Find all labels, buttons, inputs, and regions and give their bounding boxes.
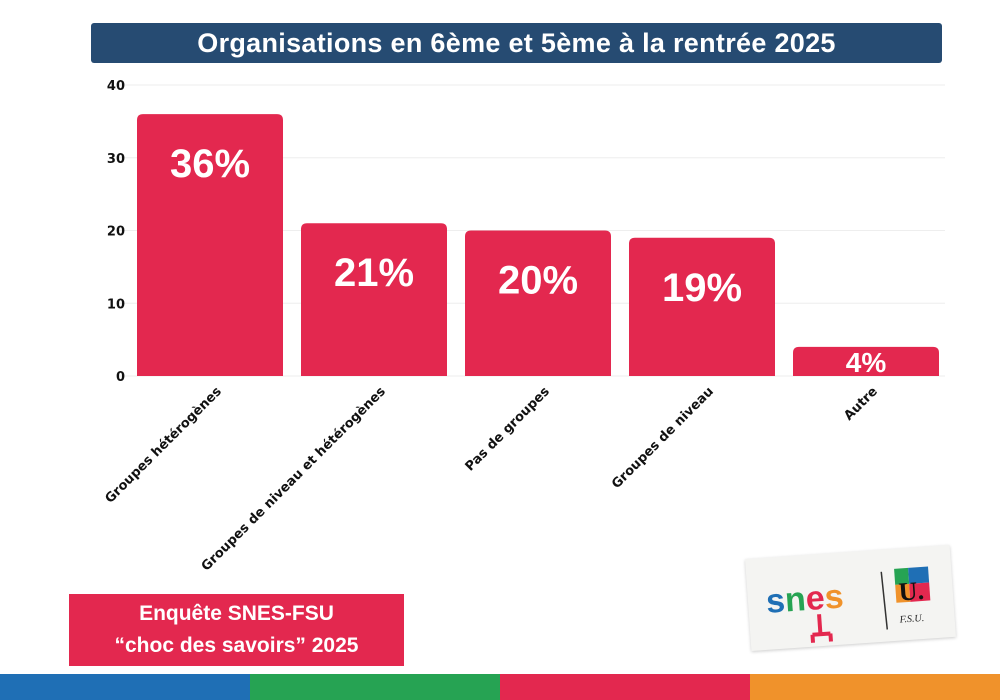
survey-badge: Enquête SNES-FSU “choc des savoirs” 2025 — [69, 594, 404, 666]
svg-text:U.: U. — [898, 576, 925, 607]
bar — [301, 223, 447, 376]
svg-text:F.S.U.: F.S.U. — [898, 613, 924, 626]
bar — [465, 230, 611, 376]
svg-text:snes: snes — [765, 578, 845, 621]
data-label: 20% — [498, 259, 578, 303]
x-tick-label: Groupes hétérogènes — [102, 384, 225, 507]
chart-title: Organisations en 6ème et 5ème à la rentr… — [91, 23, 942, 63]
color-stripe — [0, 674, 1000, 700]
data-label: 21% — [334, 251, 414, 295]
bar-chart: 0 10 20 30 40 36% Groupes hétérogènes 21% Groupe… — [102, 79, 945, 574]
y-tick-label: 20 — [107, 225, 125, 240]
x-tick-label: Groupes de niveau et hétérogènes — [199, 384, 389, 574]
y-tick-label: 40 — [107, 79, 125, 94]
x-tick-label: Autre — [841, 384, 881, 424]
x-tick-label: Pas de groupes — [463, 384, 553, 474]
snes-fsu-logo: snes U. F.S.U. — [745, 544, 956, 652]
data-label: 4% — [846, 347, 887, 378]
survey-line-2: “choc des savoirs” 2025 — [114, 634, 359, 657]
stripe-segment — [0, 674, 250, 700]
bar — [629, 237, 775, 376]
y-tick-label: 0 — [116, 370, 125, 385]
bar — [137, 114, 283, 376]
stripe-segment — [500, 674, 750, 700]
y-tick-label: 10 — [107, 297, 125, 312]
stripe-segment — [250, 674, 500, 700]
stripe-segment — [750, 674, 1000, 700]
y-tick-label: 30 — [107, 152, 125, 167]
bar — [793, 346, 939, 376]
survey-line-1: Enquête SNES-FSU — [139, 602, 334, 625]
x-tick-label: Groupes de niveau — [609, 384, 717, 492]
data-label: 19% — [662, 266, 742, 310]
data-label: 36% — [170, 142, 250, 186]
